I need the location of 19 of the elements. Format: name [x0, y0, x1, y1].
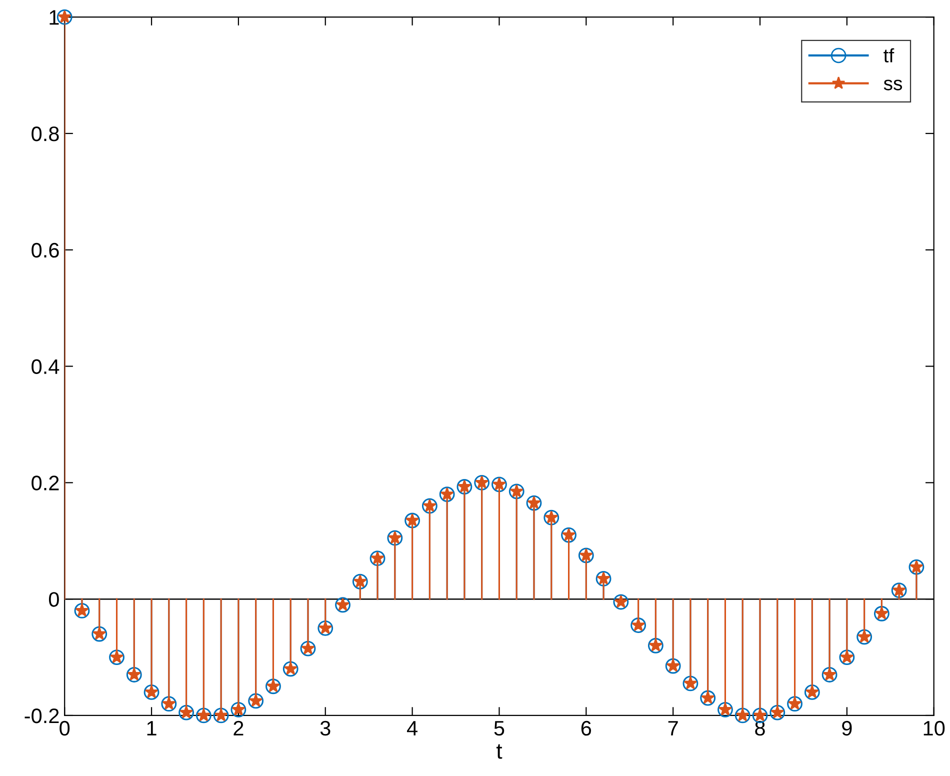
y-tick-label: 0.6: [32, 242, 59, 258]
x-tick-label: 5: [494, 721, 504, 736]
x-tick-label: 4: [406, 721, 418, 736]
x-tick-label: 3: [320, 720, 330, 736]
y-tick-label: 0.4: [32, 359, 60, 374]
y-tick-label: 0: [48, 592, 59, 607]
x-tick-label: 6: [581, 720, 592, 736]
legend-label: ss: [884, 80, 902, 90]
x-tick-label: 7: [668, 721, 678, 736]
x-tick-label: 1: [147, 721, 156, 736]
x-axis-title: t: [496, 744, 502, 759]
y-tick-label: 0.8: [32, 126, 59, 142]
x-tick-label: 2: [234, 720, 244, 736]
legend-label: tf: [884, 48, 894, 62]
x-tick-label: 10: [924, 720, 945, 736]
x-tick-label: 0: [60, 720, 70, 736]
y-tick-label: -0.2: [24, 708, 59, 724]
x-tick-label: 9: [842, 720, 852, 736]
y-tick-label: 0.2: [32, 476, 59, 490]
